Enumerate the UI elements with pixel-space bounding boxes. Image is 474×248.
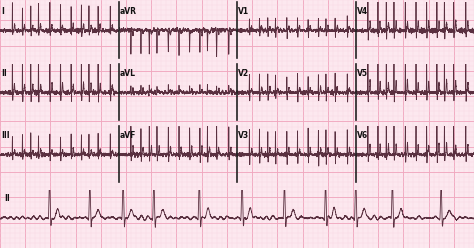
Text: V4: V4 [356, 7, 368, 16]
Text: V3: V3 [238, 131, 249, 140]
Text: I: I [1, 7, 4, 16]
Text: aVR: aVR [119, 7, 137, 16]
Text: V6: V6 [356, 131, 368, 140]
Text: V2: V2 [238, 69, 249, 78]
Text: II: II [5, 194, 10, 203]
Text: III: III [1, 131, 10, 140]
Text: aVL: aVL [119, 69, 136, 78]
Text: aVF: aVF [119, 131, 136, 140]
Text: V1: V1 [238, 7, 249, 16]
Text: II: II [1, 69, 7, 78]
Text: V5: V5 [356, 69, 368, 78]
